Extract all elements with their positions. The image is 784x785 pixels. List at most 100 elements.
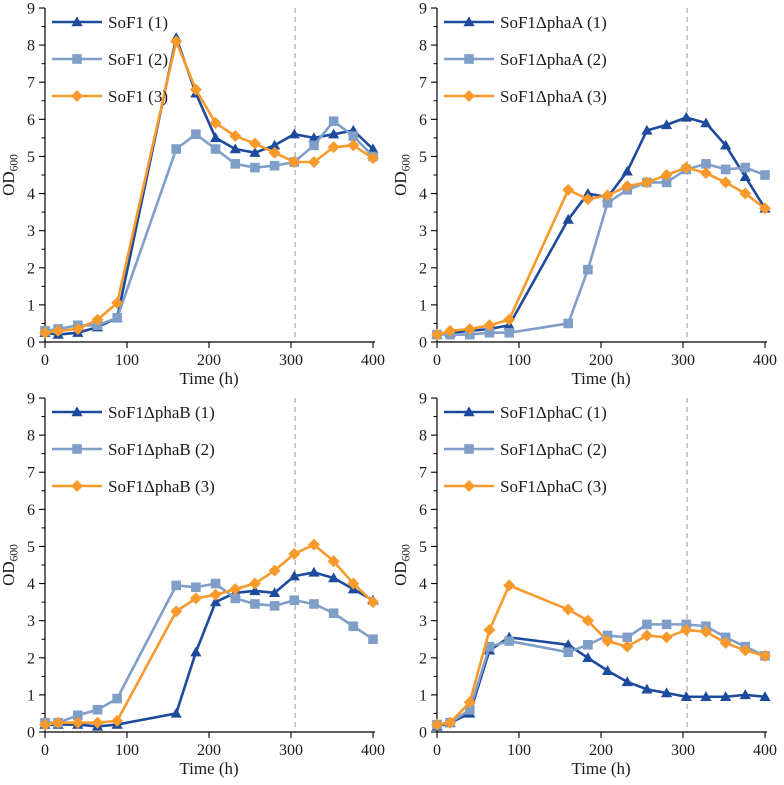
data-point-marker: [464, 54, 474, 64]
data-point-marker: [719, 176, 732, 189]
legend-label: SoF1ΔphaB (1): [108, 403, 215, 422]
data-point-marker: [189, 83, 202, 96]
y-axis-label: OD600: [392, 544, 413, 586]
data-point-marker: [701, 159, 711, 169]
data-point-marker: [622, 632, 633, 643]
legend-item: SoF1 (2): [52, 50, 168, 69]
data-point-marker: [444, 324, 457, 337]
data-point-marker: [327, 555, 340, 568]
data-point-marker: [39, 718, 51, 731]
data-point-marker: [71, 16, 83, 27]
data-point-marker: [581, 193, 594, 206]
data-point-marker: [740, 162, 751, 173]
series-2-markers: [40, 578, 378, 728]
x-tick-label: 300: [279, 742, 303, 759]
chart-svg: 0 1 2 3 4 5 6 7 8 9 0 100 200 300 400 Time (h) OD600 SoF1…: [391, 391, 777, 779]
legend-item: SoF1ΔphaC (1): [444, 403, 607, 422]
data-point-marker: [503, 579, 516, 592]
data-point-marker: [367, 596, 379, 609]
data-point-marker: [368, 634, 378, 645]
data-point-marker: [209, 117, 222, 130]
data-point-marker: [269, 601, 280, 611]
data-point-marker: [759, 691, 771, 701]
data-point-marker: [269, 587, 281, 598]
x-tick-label: 200: [197, 352, 221, 369]
data-point-marker: [582, 187, 594, 198]
legend-label: SoF1ΔphaA (1): [500, 13, 607, 32]
data-point-marker: [431, 718, 443, 731]
legend-label: SoF1ΔphaC (3): [500, 477, 607, 496]
data-point-marker: [309, 140, 319, 151]
data-point-marker: [209, 132, 222, 143]
chart-sof1-delta-phaC: 0 1 2 3 4 5 6 7 8 9 0 100 200 300 400 Time (h) OD600 SoF1…: [391, 390, 784, 780]
y-tick-label: 9: [419, 1, 427, 18]
data-point-marker: [288, 128, 300, 139]
y-tick-label: 4: [419, 576, 427, 593]
x-tick-label: 300: [671, 742, 695, 759]
data-point-marker: [463, 480, 475, 492]
data-point-marker: [328, 128, 340, 139]
y-tick-label: 4: [419, 186, 427, 203]
legend-label: SoF1ΔphaC (1): [500, 403, 607, 422]
data-point-marker: [248, 577, 261, 590]
data-point-marker: [739, 689, 751, 700]
y-tick-label: 7: [419, 75, 427, 92]
series-1-line: [435, 116, 767, 336]
y-tick-label: 9: [419, 391, 427, 408]
y-tick-label: 7: [419, 465, 427, 482]
y-tick-label: 8: [419, 38, 427, 55]
data-point-marker: [465, 704, 475, 715]
data-point-marker: [328, 608, 339, 619]
data-point-marker: [463, 90, 475, 102]
data-point-marker: [621, 640, 634, 653]
data-point-marker: [248, 137, 261, 150]
series-1-markers: [39, 566, 379, 731]
y-tick-label: 2: [27, 260, 35, 277]
data-point-marker: [601, 189, 614, 202]
data-point-marker: [348, 621, 359, 632]
data-point-marker: [189, 592, 202, 605]
y-tick-label: 6: [419, 112, 427, 129]
data-point-marker: [71, 90, 83, 102]
y-tick-label: 0: [419, 335, 427, 352]
y-tick-label: 8: [27, 428, 35, 445]
data-point-marker: [367, 143, 379, 154]
y-axis-label: OD600: [0, 544, 21, 586]
data-point-marker: [582, 652, 594, 662]
x-axis-label: Time (h): [571, 759, 630, 778]
data-point-marker: [72, 444, 82, 454]
data-point-marker: [444, 716, 457, 729]
data-point-marker: [268, 564, 281, 577]
data-point-marker: [71, 323, 84, 336]
data-point-marker: [209, 596, 222, 607]
x-tick-label: 0: [41, 742, 49, 759]
data-point-marker: [229, 583, 242, 596]
data-point-marker: [581, 614, 594, 627]
x-tick-label: 400: [361, 352, 385, 369]
data-point-marker: [660, 631, 673, 644]
data-point-marker: [699, 167, 712, 180]
data-point-marker: [268, 146, 281, 159]
data-point-marker: [191, 582, 201, 593]
y-tick-label: 2: [27, 650, 35, 667]
data-point-marker: [463, 323, 476, 336]
legend-item: SoF1ΔphaB (3): [52, 477, 215, 496]
data-point-marker: [39, 326, 51, 339]
data-point-marker: [250, 162, 260, 173]
legend-item: SoF1ΔphaB (1): [52, 403, 215, 422]
legend-label: SoF1ΔphaB (2): [108, 440, 215, 459]
data-point-marker: [463, 406, 475, 417]
legend-item: SoF1ΔphaB (2): [52, 440, 215, 459]
x-tick-label: 100: [115, 352, 139, 369]
legend-label: SoF1 (1): [108, 13, 168, 32]
series-3-markers: [431, 579, 771, 731]
x-tick-label: 100: [115, 742, 139, 759]
series-3-line: [435, 166, 767, 336]
data-point-marker: [91, 716, 104, 729]
data-point-marker: [73, 710, 83, 721]
y-tick-label: 3: [27, 613, 35, 630]
data-point-marker: [269, 139, 281, 150]
x-tick-label: 100: [507, 742, 531, 759]
chart-sof1-delta-phaA: 0 1 2 3 4 5 6 7 8 9 0 100 200 300 400 Time (h) OD600 SoF1…: [391, 0, 784, 390]
data-point-marker: [720, 139, 732, 150]
